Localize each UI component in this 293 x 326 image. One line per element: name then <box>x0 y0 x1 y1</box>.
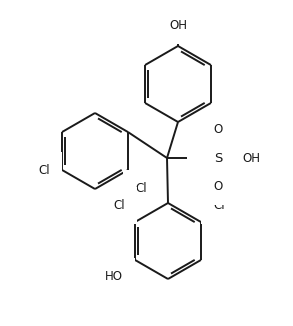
Text: Cl: Cl <box>113 199 125 212</box>
Text: Cl: Cl <box>135 182 146 195</box>
Text: Cl: Cl <box>213 199 224 212</box>
Text: O: O <box>213 180 223 193</box>
Text: HO: HO <box>105 270 123 283</box>
Text: OH: OH <box>169 19 187 32</box>
Text: OH: OH <box>242 152 260 165</box>
Text: O: O <box>213 123 223 136</box>
Text: Cl: Cl <box>38 164 50 176</box>
Text: S: S <box>214 152 222 165</box>
